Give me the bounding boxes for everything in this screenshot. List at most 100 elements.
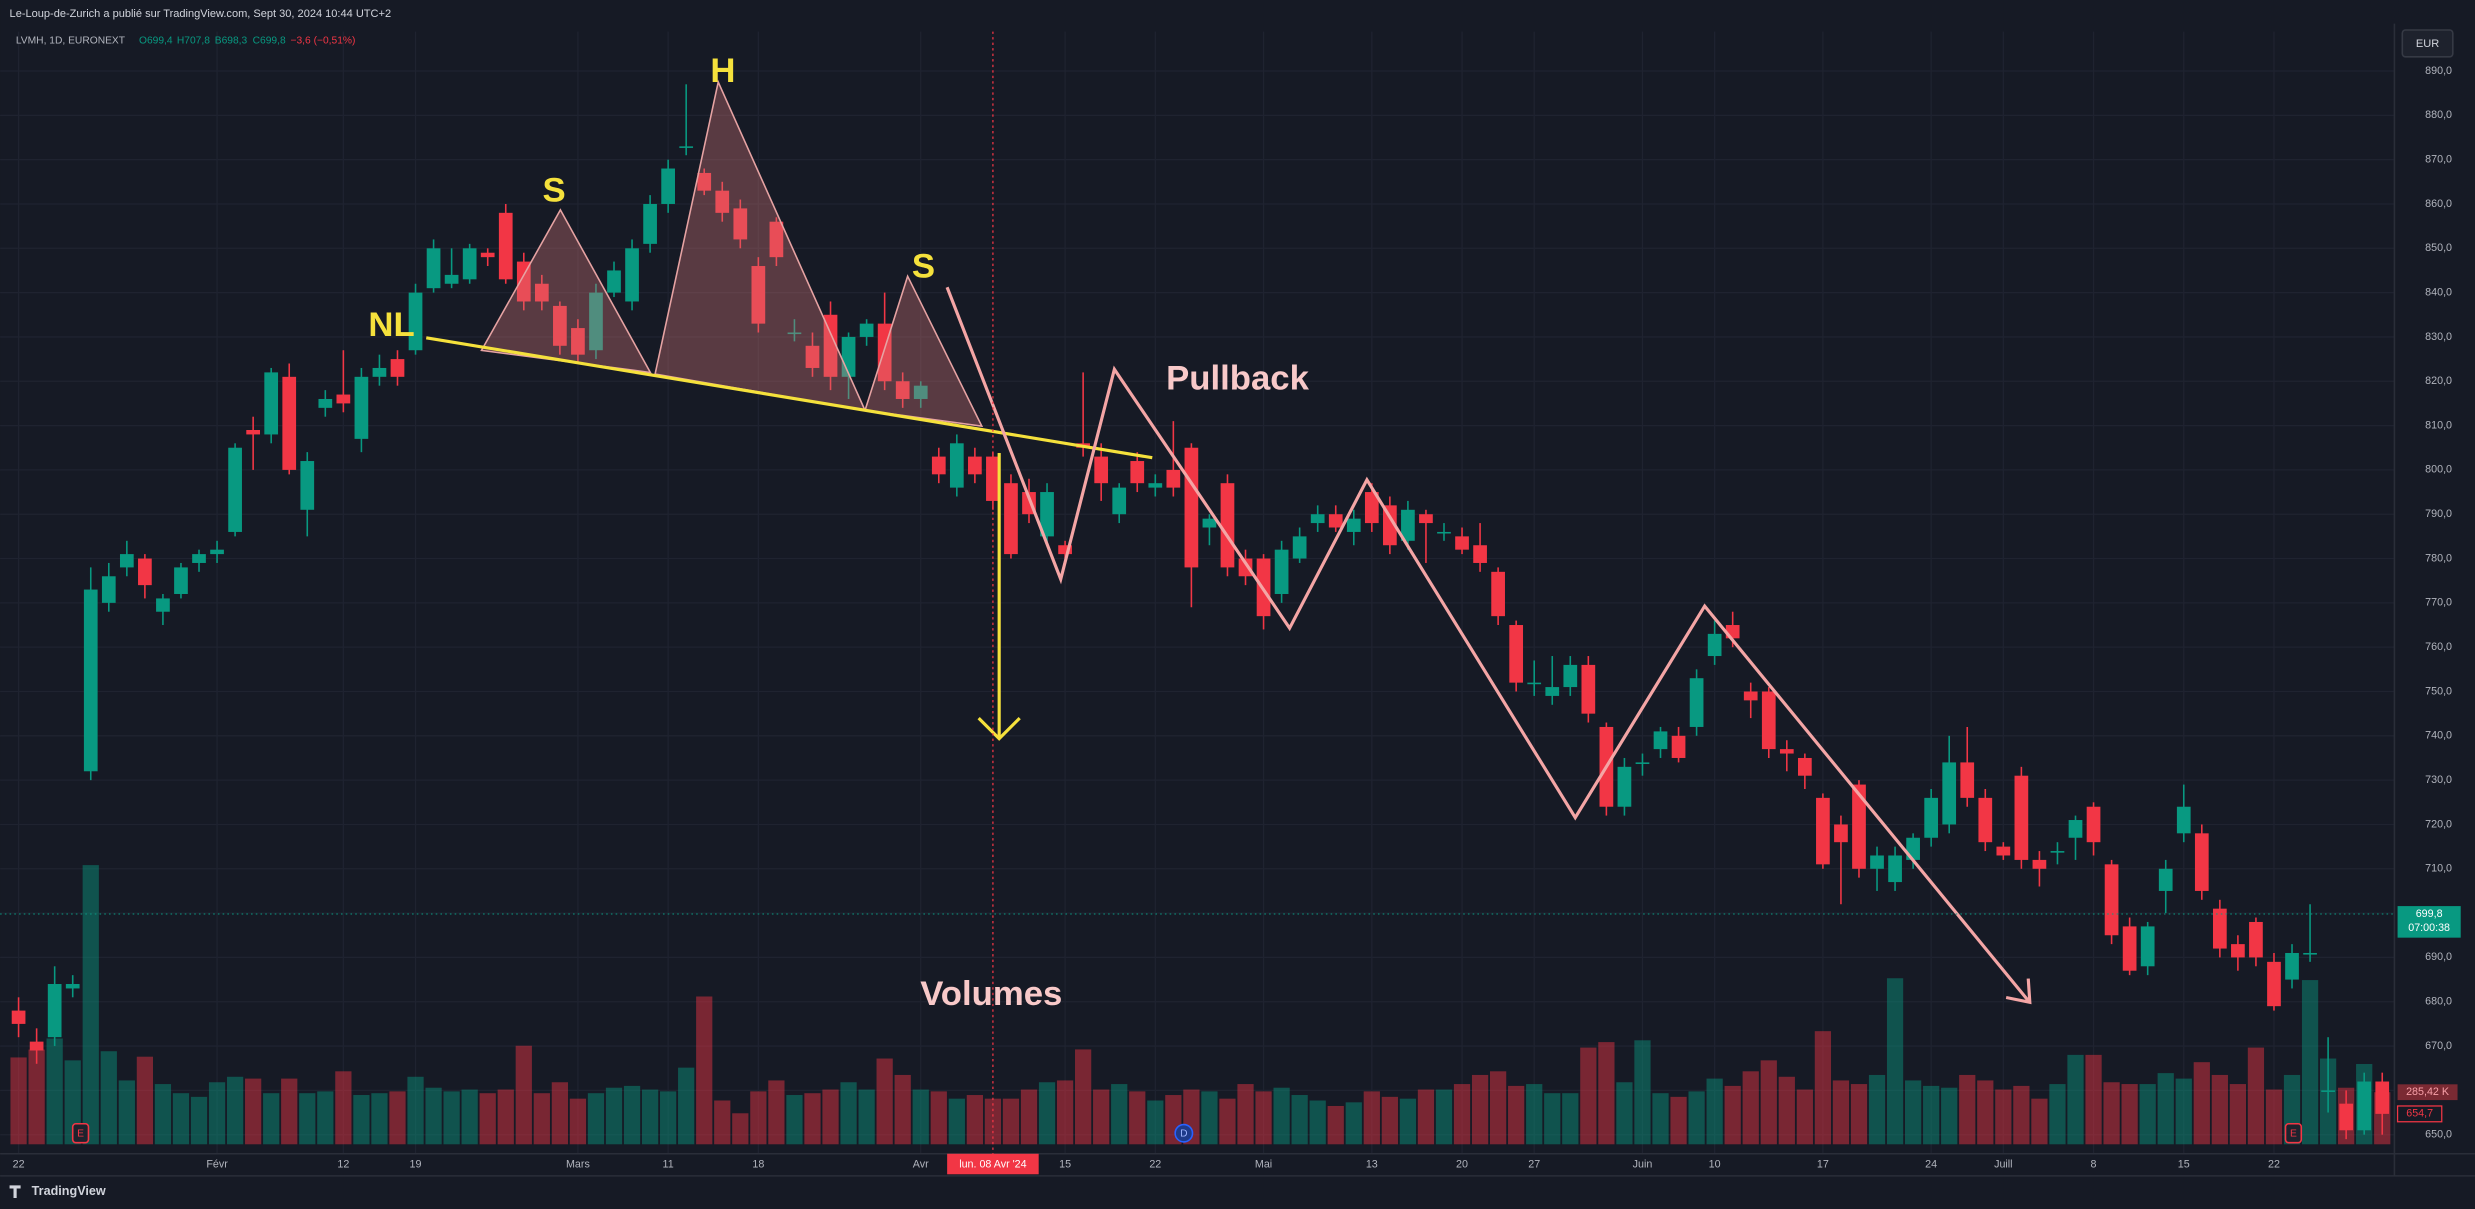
volume-bar (154, 1084, 172, 1145)
symbol: LVMH, 1D, EURONEXT (16, 36, 126, 47)
volume-bar (2247, 1047, 2265, 1145)
volume-bar (2013, 1085, 2030, 1145)
volume-bar (876, 1058, 893, 1145)
candle-body (751, 266, 766, 324)
annotation: S (912, 247, 935, 285)
candle-body (1797, 757, 1812, 776)
volume-bar (371, 1093, 388, 1145)
candle-body (1401, 509, 1415, 541)
candle-body (1040, 492, 1054, 537)
volume-bar (858, 1089, 875, 1145)
candle-body (1960, 762, 1975, 798)
volume-bar (1706, 1078, 1723, 1145)
candle-body (2249, 921, 2263, 958)
x-tick-label: 17 (1817, 1159, 1829, 1171)
currency-button-label[interactable]: EUR (2416, 38, 2439, 50)
last-volume-label: 285,42 K (2406, 1086, 2450, 1098)
volume-bar (750, 1091, 767, 1145)
candle-body (516, 261, 531, 302)
y-tick-label: 650,0 (2425, 1129, 2452, 1141)
volume-bar (894, 1074, 911, 1145)
candle-body (571, 328, 585, 355)
volume-bar (1778, 1076, 1795, 1145)
x-tick-label: Févr (206, 1159, 228, 1171)
legend-value: H707,8 (177, 36, 210, 47)
volume-bar (2049, 1084, 2066, 1145)
volume-bar (1002, 1098, 1020, 1145)
volume-bar (1309, 1100, 1326, 1145)
x-tick-label: 20 (1456, 1159, 1468, 1171)
volume-bar (515, 1045, 532, 1145)
candle-body (697, 172, 712, 191)
candle-body (2194, 833, 2209, 891)
volume-bar (678, 1067, 695, 1145)
candle-body (1888, 855, 1902, 883)
overlay-layer: lun. 08 Avr '24 699,8 07:00:38 285,42 K 654,… (0, 31, 2461, 1175)
candle-body (228, 447, 242, 532)
currency-button[interactable] (2401, 29, 2454, 58)
volume-bar (1562, 1093, 1579, 1145)
event-label: E (2290, 1129, 2297, 1140)
volume-bar (1580, 1047, 1597, 1145)
publisher-line: Le-Loup-de-Zurich a publié sur TradingVi… (10, 8, 392, 20)
volume-bar (1526, 1084, 1543, 1145)
volume-bar (1616, 1082, 1633, 1145)
y-tick-label: 790,0 (2425, 508, 2452, 520)
x-tick-label: 12 (337, 1159, 349, 1171)
volume-bar (2121, 1084, 2138, 1145)
volume-bar (786, 1095, 803, 1145)
volume-bar (930, 1091, 947, 1145)
candle-body (1184, 447, 1199, 568)
candle-body (47, 984, 62, 1038)
candle-body (1671, 735, 1686, 758)
candle-body (246, 430, 260, 435)
volume-bar (1814, 1031, 1832, 1145)
candle-body (2104, 864, 2119, 936)
volume-bar (2229, 1084, 2247, 1145)
volume-bar (912, 1089, 929, 1145)
candle-body (1816, 797, 1830, 865)
candle-body (913, 385, 928, 399)
candle-body (1364, 492, 1379, 524)
volume-bar (208, 1082, 226, 1145)
target-arrow-head (977, 717, 1021, 741)
candle-body (715, 190, 730, 213)
x-tick-label: 22 (1149, 1159, 1161, 1171)
volume-bar (1056, 1080, 1074, 1145)
candle-body (282, 376, 297, 470)
y-tick-label: 670,0 (2425, 1040, 2452, 1052)
volume-bar (1471, 1074, 1489, 1145)
volume-bar (1291, 1095, 1308, 1145)
candle-body (156, 598, 170, 612)
volume-bar (1255, 1091, 1272, 1145)
x-tick-label: 10 (1709, 1159, 1721, 1171)
volume-bar (190, 1096, 208, 1145)
y-tick-label: 800,0 (2425, 464, 2452, 476)
candle-body (1761, 691, 1776, 750)
volume-bar (2301, 980, 2319, 1145)
candle-body (462, 248, 477, 280)
x-tick-label: 8 (2091, 1159, 2097, 1171)
candle-body (2375, 1081, 2390, 1114)
volume-bar (1796, 1089, 1813, 1145)
candle-body (968, 456, 982, 475)
candle-body (83, 589, 98, 772)
volume-bar (1724, 1085, 1741, 1145)
volume-bar (1093, 1089, 1110, 1145)
volume-bar (1453, 1084, 1471, 1145)
candle-body (1617, 766, 1632, 807)
candle-body (2321, 1090, 2335, 1092)
candle-body (2357, 1081, 2372, 1131)
candle-body (426, 248, 441, 289)
volume-bar (840, 1082, 857, 1145)
volume-bar (804, 1093, 821, 1145)
volume-bar (948, 1098, 965, 1145)
x-tick-label: Mars (566, 1159, 590, 1171)
current-price-label: 699,8 (2416, 908, 2443, 920)
volume-bar (353, 1095, 370, 1145)
volume-bar (1417, 1089, 1435, 1145)
x-tick-label: 22 (13, 1159, 25, 1171)
y-tick-label: 830,0 (2425, 331, 2452, 343)
